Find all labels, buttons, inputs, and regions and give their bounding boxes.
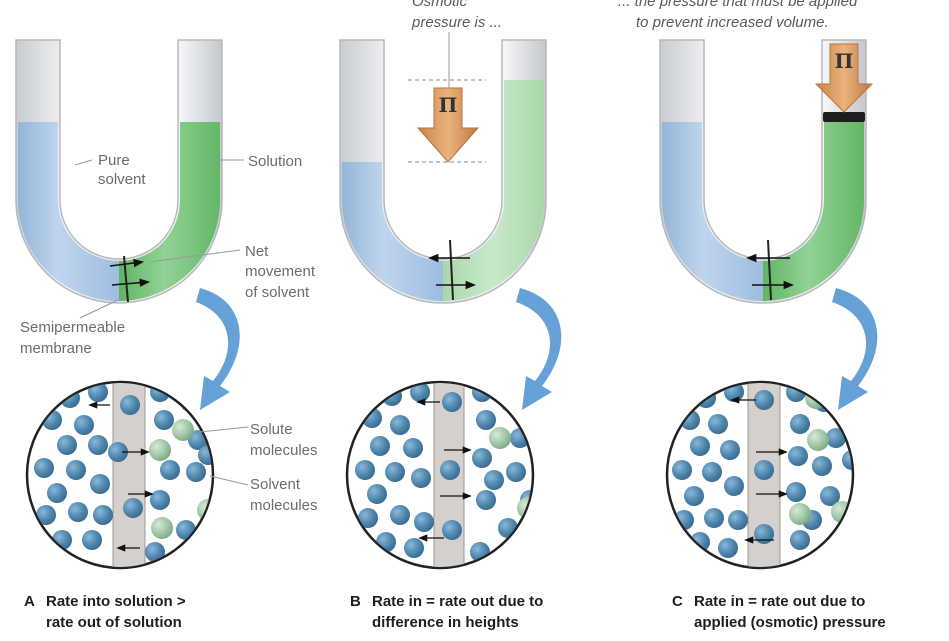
net-movement-leader bbox=[149, 249, 241, 263]
caption-b: B Rate in = rate out due to difference i… bbox=[350, 593, 543, 631]
magnified-view-a bbox=[25, 380, 215, 570]
osmotic-label-line1: Osmotic bbox=[412, 0, 468, 10]
solute-label-line1: Solute bbox=[250, 421, 293, 438]
magnified-view-c bbox=[665, 380, 855, 570]
net-movement-label-line3: of solvent bbox=[245, 284, 310, 301]
solvent-molecules-label-line1: Solvent bbox=[250, 476, 301, 493]
caption-a-line2: rate out of solution bbox=[46, 614, 182, 631]
panel-b-tube bbox=[339, 39, 547, 304]
caption-a: A Rate into solution > rate out of solut… bbox=[24, 593, 186, 631]
caption-c-letter: C bbox=[672, 593, 683, 610]
zoom-arrow-b bbox=[516, 288, 562, 410]
panel-c-tube bbox=[659, 39, 867, 304]
pure-solvent-leader bbox=[74, 159, 93, 166]
solute-leader bbox=[199, 426, 249, 433]
caption-b-line1: Rate in = rate out due to bbox=[372, 593, 543, 610]
caption-a-letter: A bbox=[24, 593, 35, 610]
caption-a-line1: Rate into solution > bbox=[46, 593, 186, 610]
membrane-label-line2: membrane bbox=[20, 340, 92, 357]
membrane-leader bbox=[79, 297, 123, 319]
caption-c-line1: Rate in = rate out due to bbox=[694, 593, 865, 610]
applied-label-line2: to prevent increased volume. bbox=[636, 14, 829, 31]
magnified-view-b bbox=[345, 380, 535, 570]
caption-c-line2: applied (osmotic) pressure bbox=[694, 614, 886, 631]
net-movement-label-line1: Net bbox=[245, 243, 269, 260]
caption-c: C Rate in = rate out due to applied (osm… bbox=[672, 593, 886, 631]
solute-label-line2: molecules bbox=[250, 442, 318, 459]
net-movement-label-line2: movement bbox=[245, 263, 316, 280]
osmotic-label-line2: pressure is ... bbox=[411, 14, 502, 31]
osmotic-pressure-arrow-b: Π bbox=[416, 87, 480, 163]
solvent-molecules-leader bbox=[209, 475, 249, 486]
caption-b-line2: difference in heights bbox=[372, 614, 519, 631]
solvent-molecules-label-line2: molecules bbox=[250, 497, 318, 514]
piston bbox=[823, 112, 865, 122]
caption-b-letter: B bbox=[350, 593, 361, 610]
osmotic-pressure-arrow-c: Π bbox=[814, 43, 874, 113]
pure-solvent-label-line1: Pure bbox=[98, 152, 130, 169]
solution-label: Solution bbox=[248, 153, 302, 170]
membrane-label-line1: Semipermeable bbox=[20, 319, 125, 336]
pi-symbol-b: Π bbox=[439, 93, 458, 117]
pure-solvent-label-line2: solvent bbox=[98, 171, 146, 188]
zoom-arrow-c bbox=[832, 288, 878, 410]
zoom-arrow-a bbox=[196, 288, 240, 410]
applied-label-line1: ... the pressure that must be applied bbox=[618, 0, 858, 10]
pi-symbol-c: Π bbox=[835, 49, 854, 73]
